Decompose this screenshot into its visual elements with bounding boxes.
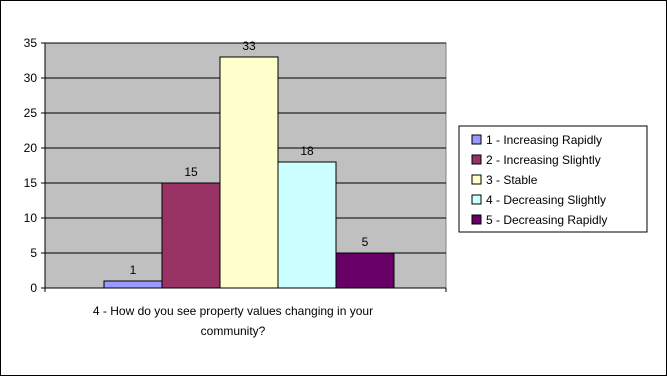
y-tick-label: 5 bbox=[30, 246, 37, 260]
bar-1 bbox=[103, 280, 163, 289]
y-tick-label: 10 bbox=[24, 211, 38, 225]
data-label-3: 33 bbox=[242, 39, 256, 53]
data-label-1: 1 bbox=[130, 263, 137, 277]
legend-box bbox=[458, 125, 648, 233]
legend-label-1: 1 - Increasing Rapidly bbox=[486, 133, 602, 147]
y-tick-label: 25 bbox=[24, 106, 38, 120]
legend-swatch-5 bbox=[471, 214, 482, 225]
legend-swatch-1 bbox=[471, 134, 482, 145]
x-axis-label-line-2: community? bbox=[201, 324, 266, 338]
y-tick-label: 30 bbox=[24, 71, 38, 85]
bar-5 bbox=[335, 252, 395, 289]
legend-label-4: 4 - Decreasing Slightly bbox=[486, 193, 606, 207]
legend-label-5: 5 - Decreasing Rapidly bbox=[486, 213, 607, 227]
legend-swatch-3 bbox=[471, 174, 482, 185]
x-axis-label-line-1: 4 - How do you see property values chang… bbox=[93, 304, 373, 318]
data-label-4: 18 bbox=[300, 144, 314, 158]
legend-swatch-4 bbox=[471, 194, 482, 205]
data-label-2: 15 bbox=[184, 165, 198, 179]
y-tick-label: 35 bbox=[24, 36, 38, 50]
y-tick-label: 15 bbox=[24, 176, 38, 190]
bar-4 bbox=[277, 161, 337, 289]
legend: 1 - Increasing Rapidly 2 - Increasing Sli… bbox=[458, 125, 648, 233]
y-tick-label: 20 bbox=[24, 141, 38, 155]
legend-label-3: 3 - Stable bbox=[486, 173, 538, 187]
legend-swatch-2 bbox=[471, 154, 482, 165]
legend-label-2: 2 - Increasing Slightly bbox=[486, 153, 601, 167]
data-labels: 1 15 33 18 5 bbox=[130, 39, 369, 277]
data-label-5: 5 bbox=[362, 235, 369, 249]
bar-2 bbox=[161, 182, 221, 289]
y-tick-label: 0 bbox=[30, 281, 37, 295]
bar-3 bbox=[219, 56, 279, 289]
bars bbox=[103, 56, 395, 289]
